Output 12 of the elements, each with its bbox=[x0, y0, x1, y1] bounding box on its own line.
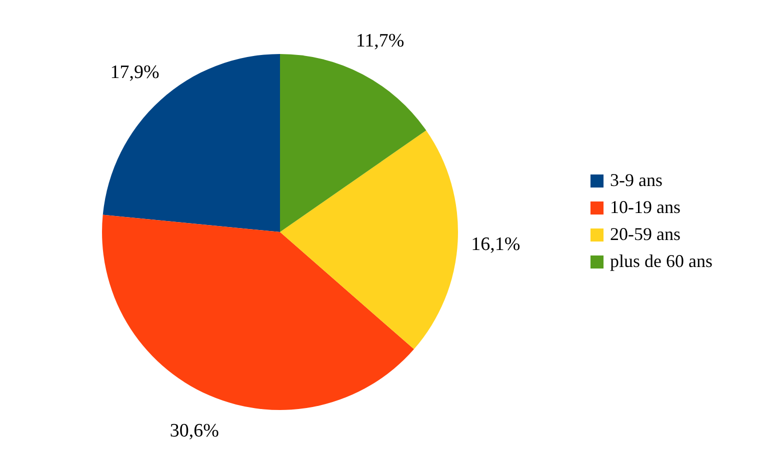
legend-label: 3-9 ans bbox=[610, 170, 662, 190]
pie-slice bbox=[280, 54, 426, 232]
legend-label: plus de 60 ans bbox=[610, 251, 712, 271]
data-label: 17,9% bbox=[110, 62, 160, 84]
data-label: 11,7% bbox=[356, 30, 404, 52]
data-label: 30,6% bbox=[170, 420, 220, 442]
legend-label: 20-59 ans bbox=[610, 224, 680, 244]
data-label: 16,1% bbox=[471, 234, 520, 255]
pie-slice bbox=[102, 214, 414, 410]
pie-slice bbox=[280, 130, 458, 350]
legend-label: 10-19 ans bbox=[610, 197, 680, 217]
pie-slice bbox=[102, 54, 280, 232]
